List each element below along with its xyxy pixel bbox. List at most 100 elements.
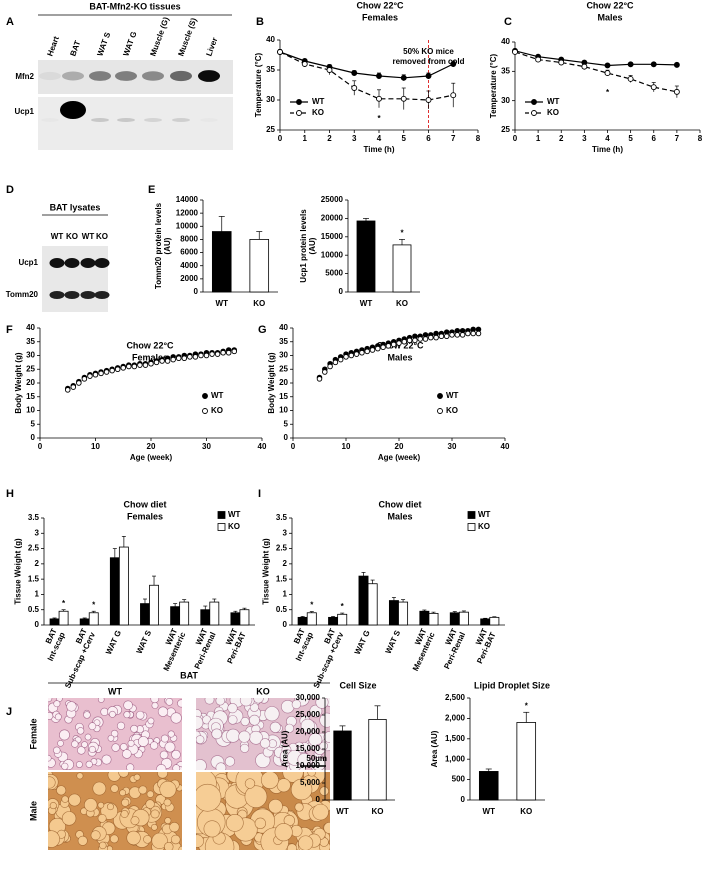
droplet xyxy=(137,736,149,747)
y-tick-label: 1,500 xyxy=(445,734,466,743)
marker xyxy=(627,61,634,68)
x-tick-label: 6 xyxy=(652,134,657,143)
blot-band xyxy=(94,258,110,268)
marker xyxy=(390,341,397,348)
bar xyxy=(297,616,308,626)
bar xyxy=(478,771,499,801)
histology-image xyxy=(48,698,182,770)
droplet xyxy=(264,706,280,722)
marker xyxy=(187,354,193,360)
blot-band xyxy=(62,71,84,81)
marker xyxy=(126,363,132,370)
droplet xyxy=(259,738,271,749)
blot-lane-label: WT xyxy=(82,232,95,241)
y-tick-label: 25 xyxy=(279,364,288,373)
marker xyxy=(401,339,408,345)
droplet xyxy=(178,845,182,850)
y-tick-label: 1,000 xyxy=(445,754,466,763)
x-tick-label: 7 xyxy=(451,134,456,143)
chart-title: Chow diet xyxy=(379,499,422,509)
droplet xyxy=(226,728,240,743)
blot-band xyxy=(115,71,137,81)
marker xyxy=(296,110,302,116)
droplet xyxy=(61,795,69,803)
x-tick-label: 2 xyxy=(327,134,332,143)
y-tick-label: 20 xyxy=(26,378,35,387)
y-tick-label: 2000 xyxy=(180,274,198,283)
bar xyxy=(449,612,460,626)
droplet xyxy=(211,728,223,740)
marker xyxy=(214,351,221,357)
y-tick-label: 2.5 xyxy=(28,544,40,553)
marker xyxy=(220,350,226,356)
marker xyxy=(396,340,402,346)
marker xyxy=(92,372,99,378)
marker xyxy=(558,59,565,66)
chart-subtitle: Males xyxy=(387,511,412,521)
y-tick-label: 10 xyxy=(279,406,288,415)
droplet xyxy=(151,823,158,831)
marker xyxy=(327,363,333,370)
droplet xyxy=(167,730,175,738)
y-axis-label: Temperature (°C) xyxy=(489,53,498,118)
marker xyxy=(153,359,160,366)
x-tick-label: 6 xyxy=(426,134,431,143)
marker xyxy=(209,351,215,357)
droplet xyxy=(170,712,182,724)
x-axis-label: Age (week) xyxy=(378,453,421,462)
droplet xyxy=(312,803,329,821)
y-tick-label: 35 xyxy=(266,65,275,74)
droplet xyxy=(196,834,204,848)
droplet xyxy=(109,834,119,844)
x-tick-label: 3 xyxy=(582,134,587,143)
x-tick-label: KO xyxy=(253,299,265,308)
x-tick-label: 1 xyxy=(536,134,541,143)
series-line xyxy=(514,51,677,93)
x-tick-label: 0 xyxy=(38,442,43,451)
droplet xyxy=(120,810,129,818)
panel-letter: H xyxy=(6,488,14,500)
blot-band xyxy=(91,118,109,122)
x-tick-label: 30 xyxy=(448,442,457,451)
droplet xyxy=(249,714,260,726)
blot-row-label: Ucp1 xyxy=(18,258,38,267)
droplet xyxy=(84,733,92,741)
x-tick-label: WT xyxy=(360,299,373,308)
droplet xyxy=(109,710,116,718)
y-tick-label: 0 xyxy=(339,287,344,296)
bar xyxy=(200,609,211,626)
bar xyxy=(239,609,250,626)
y-tick-label: 3.5 xyxy=(276,513,288,522)
marker xyxy=(627,76,634,82)
y-tick-label: 500 xyxy=(452,775,466,784)
legend-label: KO xyxy=(228,522,240,531)
y-tick-label: 5000 xyxy=(325,269,343,278)
droplet xyxy=(164,741,176,753)
histology-image xyxy=(196,698,330,770)
bar xyxy=(356,220,376,293)
marker xyxy=(87,373,93,379)
y-axis-label: Temperature (°C) xyxy=(254,52,263,117)
marker xyxy=(512,49,518,55)
droplet xyxy=(240,743,250,753)
histology-title: BAT xyxy=(180,670,198,680)
bar xyxy=(388,600,399,626)
x-tick-label: 3 xyxy=(352,134,357,143)
series-line xyxy=(279,51,454,79)
droplet xyxy=(101,754,112,765)
droplet xyxy=(290,778,313,801)
marker xyxy=(225,350,232,356)
droplet xyxy=(146,790,155,798)
marker xyxy=(326,67,333,73)
marker xyxy=(131,363,138,370)
x-tick-label: 20 xyxy=(395,442,404,451)
y-tick-label: 0 xyxy=(461,795,466,804)
y-tick-label: 20 xyxy=(279,378,288,387)
x-tick-label: 4 xyxy=(605,134,610,143)
droplet xyxy=(163,842,174,850)
droplet xyxy=(88,722,97,731)
marker xyxy=(400,95,407,102)
y-axis-label: Ucp1 protein levels xyxy=(299,209,308,283)
droplet xyxy=(244,778,256,789)
droplet xyxy=(319,786,329,796)
